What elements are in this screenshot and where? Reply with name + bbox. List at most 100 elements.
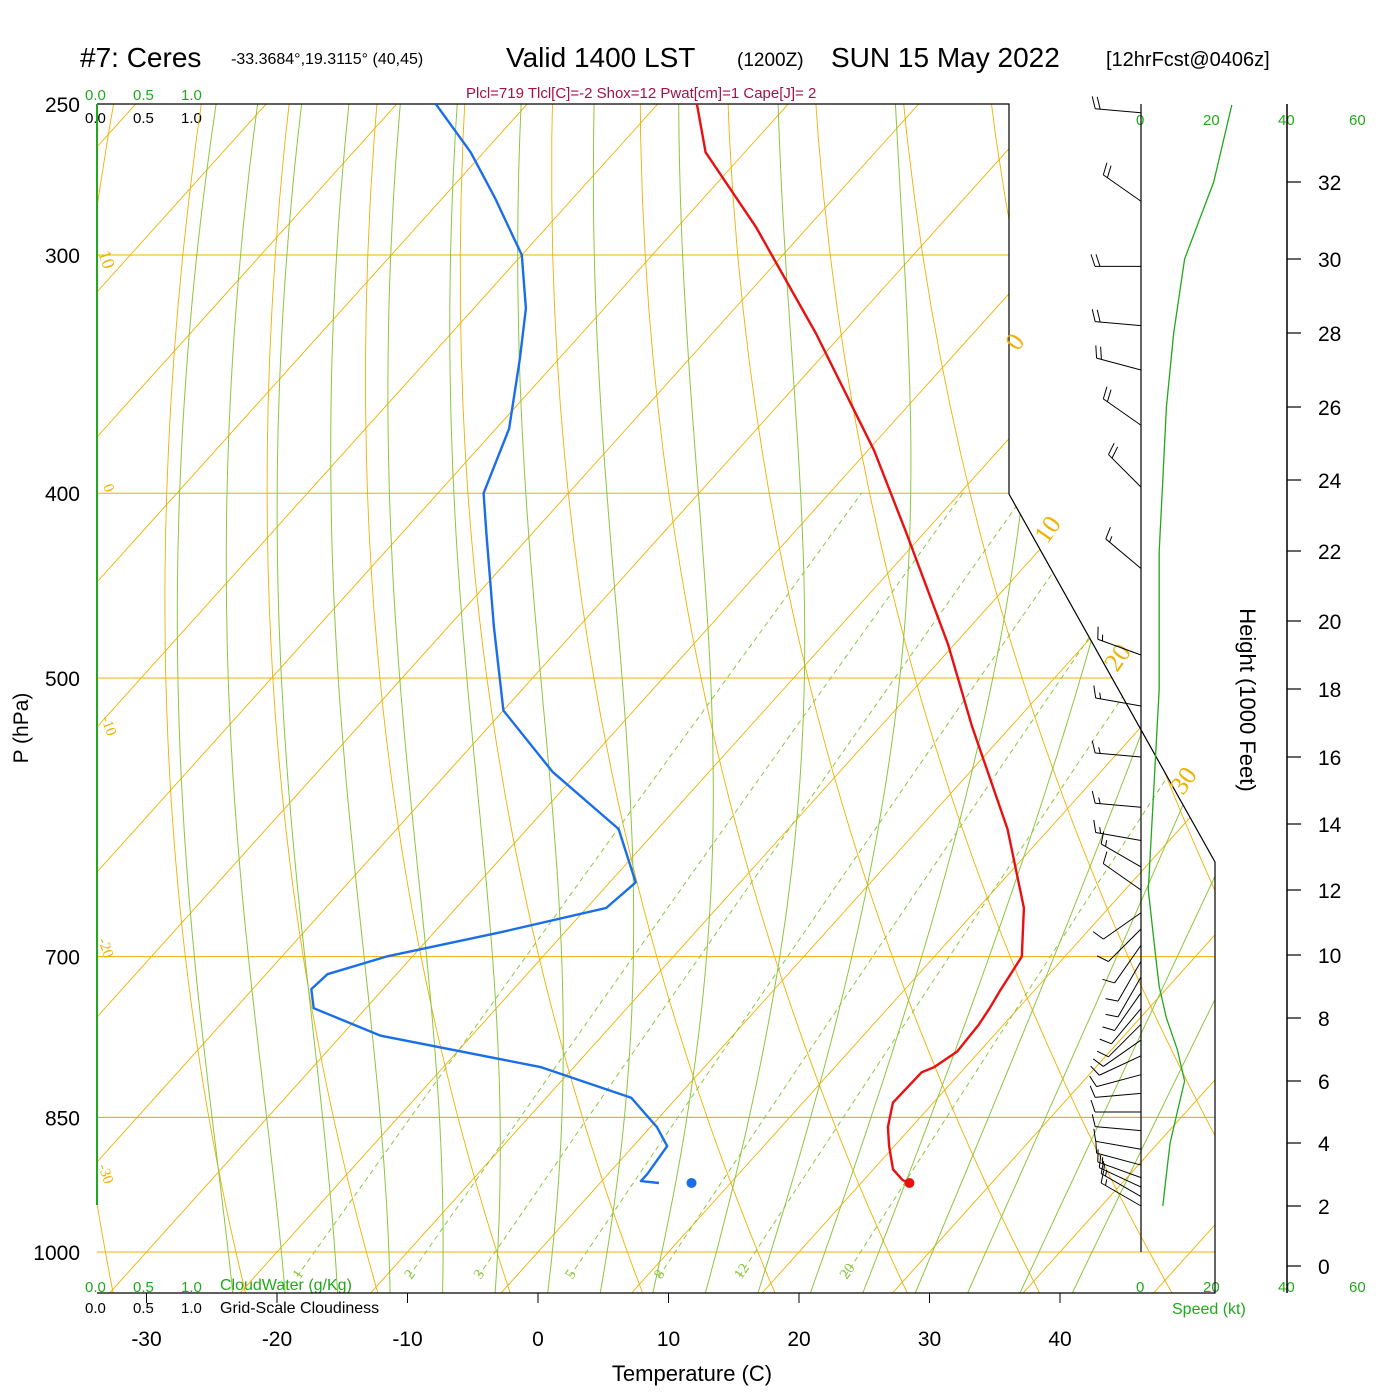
wind-barb [1096,1023,1142,1058]
moist-adiabat-line [650,104,714,1293]
dry-adiabat-line [266,104,390,1293]
height-tick-label: 4 [1318,1133,1330,1156]
moist-adiabat-line [387,104,444,1293]
wind-barb [1102,851,1142,891]
dry-adiabat-line [97,104,122,1293]
isotherm-line [97,104,1080,1293]
height-tick-label: 18 [1318,679,1341,702]
bottom-green-tick-0: 0.0 [85,1279,106,1296]
dry-adiabat-line [899,104,1215,1293]
speed-bottom-tick-0: 0 [1136,1279,1144,1296]
moist-adiabat-line [755,104,912,1293]
wind-barb-flag [1102,851,1108,864]
wind-barb-staff [1095,832,1142,841]
wind-barb-half-flag [1105,840,1108,847]
wind-barb-flag [1089,1085,1096,1098]
top-green-tick-1: 0.5 [133,87,154,104]
speed-scale: 0 20 40 60 0 20 40 60 Speed (kt) [1136,112,1366,1318]
moist-adiabat-line [330,104,391,1293]
pressure-tick-label: 850 [45,1107,80,1130]
wind-barb-flag [1099,1038,1112,1045]
bottom-green-tick-2: 1.0 [181,1279,202,1296]
wind-barb-flag [1105,1013,1119,1018]
pressure-tick-label: 700 [45,947,80,970]
wind-barb [1090,1055,1142,1076]
wind-barb [1093,1128,1142,1150]
height-tick-label: 16 [1318,747,1341,770]
wind-barb-flag [1095,1140,1098,1154]
wind-barb-half-flag [1098,747,1101,754]
wind-barb-staff [1095,697,1142,707]
isotherm-line [97,104,950,1293]
surface-temperature-marker [904,1177,915,1188]
wind-barb-staff [1099,1055,1142,1076]
moist-adiabat-line [911,104,1215,1293]
moist-adiabat-line [702,104,806,1293]
wind-barb [1097,1149,1142,1179]
speed-top-tick-0: 0 [1136,112,1144,129]
wind-barb-flag [1105,998,1119,1002]
wind-barb-flag [1106,389,1112,402]
plot-frame [97,103,1216,1294]
height-axis-label: Height (1000 Feet) [1235,608,1260,791]
wind-barb [1102,992,1142,1031]
wind-barb [1105,526,1142,569]
wind-speed-profile [1147,104,1233,1207]
top-scales: 0.0 0.5 1.0 0.0 0.5 1.0 [85,87,202,127]
wind-barb-staff [1117,976,1142,1018]
speed-top-tick-1: 20 [1203,112,1220,129]
dry-adiabat-line [1160,104,1215,1293]
isotherm-line [97,104,1211,1293]
temperature-tick-label: 20 [787,1328,810,1351]
wind-barb [1097,626,1142,656]
moist-adiabat-line [276,104,339,1293]
wind-barb [1096,928,1142,962]
mixing-ratio-label: 12 [731,1261,753,1282]
dry-adiabat-line [1334,70,1400,1331]
wind-barb-staff [1097,1161,1142,1179]
wind-barb-flag [1090,254,1096,267]
temperature-tick-label: -10 [392,1328,422,1351]
isotherm-label: -30 [94,1162,116,1186]
mixing-ratio-label: 3 [471,1267,488,1282]
surface-dewpoint-marker [686,1177,697,1188]
x-axis-label: Temperature (C) [612,1361,772,1386]
height-tick-label: 24 [1318,470,1342,493]
wind-barb [1089,1074,1142,1088]
cloudiness-label: Grid-Scale Cloudiness [220,1300,379,1317]
isotherm-line [466,104,1215,1293]
isotherm-label: 0 [999,328,1030,355]
mixing-ratio-label: 8 [651,1267,668,1282]
wind-barb-flag [1096,96,1101,110]
wind-barb [1090,254,1141,267]
moist-adiabat-line [1068,104,1215,1293]
wind-barb [1093,685,1142,707]
wind-barb-staff [1096,1152,1142,1166]
moist-adiabat-line [963,104,1215,1293]
wind-barb [1093,819,1142,841]
height-tick-label: 14 [1318,814,1342,837]
height-tick-label: 12 [1318,880,1341,903]
mixing-ratio-line [738,492,1215,1277]
cloudwater-label: CloudWater (g/Kg) [220,1277,352,1294]
wind-barb-staff [1117,961,1142,1002]
wind-barb-staff [1095,321,1142,327]
wind-barb-staff [1103,398,1142,426]
temperature-tick-label: 40 [1048,1328,1071,1351]
temperature-tick-label: 10 [657,1328,680,1351]
pressure-tick-label: 250 [45,94,80,117]
valid-date: SUN 15 May 2022 [831,42,1060,73]
wind-barb [1099,1008,1142,1045]
bottom-black-tick-1: 0.5 [133,1300,154,1317]
temperature-tick-label: -30 [131,1328,161,1351]
mixing-ratio-line [569,492,1109,1277]
moist-adiabat-line [592,104,635,1293]
wind-barb-half-flag [1098,797,1101,804]
isotherm-line [97,104,297,1293]
wind-barb [1102,386,1142,426]
wind-barb-flag [1090,1099,1096,1113]
wind-barb [1089,1085,1142,1098]
wind-barb-flag [1093,685,1097,699]
wind-barb-flag [1095,254,1101,267]
